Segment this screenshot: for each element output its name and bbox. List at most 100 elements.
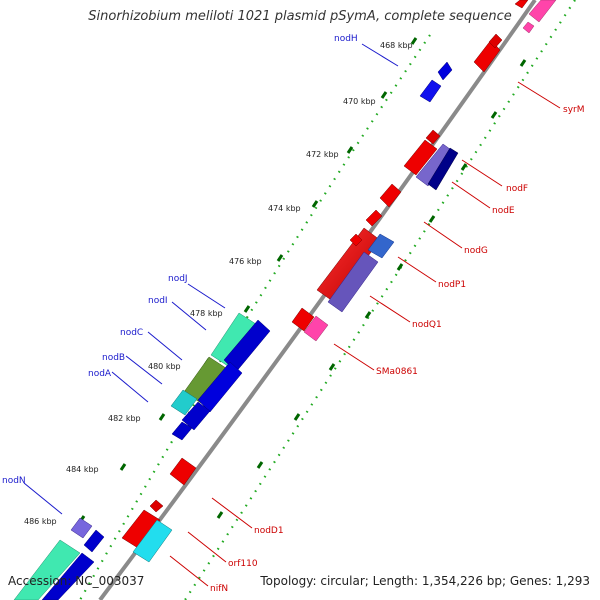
reverse-labels: syrM nodF nodE nodG nodP1 nodQ1 SMa0861 … (210, 105, 584, 594)
gene-label-nodJ: nodJ (168, 274, 188, 284)
gene-label-nodA: nodA (88, 369, 112, 379)
gene-label-nodI: nodI (148, 296, 168, 306)
leader-line (397, 256, 437, 283)
major-tick (460, 163, 468, 171)
leader-line (369, 295, 411, 323)
gene-label-nodE: nodE (492, 206, 515, 216)
gene-SMa0861-2[interactable] (303, 315, 329, 342)
leader-line (211, 497, 253, 529)
gene-nodF[interactable] (403, 139, 438, 176)
gene-nodH[interactable] (437, 61, 453, 81)
leader-line (171, 301, 207, 331)
gene-label-nodQ1: nodQ1 (412, 320, 442, 330)
gene-nodA-2[interactable] (171, 421, 193, 441)
kbp-scale: 468 kbp 470 kbp 472 kbp 474 kbp 476 kbp … (24, 41, 413, 526)
gene-nodQ1-3[interactable] (349, 233, 363, 247)
gene-nodN-3[interactable] (13, 539, 81, 600)
kbp-tick-label: 482 kbp (108, 414, 141, 423)
forward-track-line (79, 34, 431, 600)
major-tick (346, 146, 354, 154)
leader-line (111, 371, 149, 403)
major-tick (328, 363, 336, 371)
major-tick (243, 305, 251, 313)
forward-genes (13, 61, 453, 600)
major-tick (158, 413, 166, 421)
leader-line (517, 81, 561, 109)
major-tick (364, 311, 372, 319)
gene-label-nodB: nodB (102, 353, 125, 363)
kbp-tick-label: 468 kbp (380, 41, 413, 50)
gene-label-nodF: nodF (506, 184, 528, 194)
gene-syrM-5[interactable] (522, 21, 535, 34)
gene-syrM[interactable] (473, 39, 501, 73)
gene-syrM-4[interactable] (514, 0, 529, 9)
forward-label-group (23, 43, 399, 515)
leader-line (187, 531, 227, 563)
gene-nodN-2[interactable] (83, 529, 105, 553)
major-tick (490, 111, 498, 119)
reverse-track-line (184, 0, 576, 600)
leader-line (23, 482, 63, 515)
leader-line (361, 43, 399, 67)
topology-summary: Topology: circular; Length: 1,354,226 bp… (260, 574, 590, 588)
gene-nodN[interactable] (70, 517, 93, 539)
kbp-tick-label: 476 kbp (229, 257, 262, 266)
leader-line (187, 283, 226, 309)
kbp-tick-label: 484 kbp (66, 465, 99, 474)
gene-label-orf110: orf110 (228, 559, 258, 569)
major-tick (119, 463, 127, 471)
forward-labels: nodH nodJ nodI nodC nodB nodA nodN (2, 34, 358, 486)
gene-nodQ1[interactable] (327, 251, 379, 313)
kbp-tick-label: 480 kbp (148, 362, 181, 371)
leader-line (333, 343, 375, 371)
gene-label-SMa0861: SMa0861 (376, 367, 418, 377)
gene-orf110[interactable] (121, 509, 161, 549)
gene-nodE-2[interactable] (427, 147, 459, 191)
major-tick (216, 511, 224, 519)
gene-nodD1[interactable] (169, 457, 197, 486)
major-tick (519, 59, 527, 67)
gene-label-nodG: nodG (464, 246, 488, 256)
major-tick (428, 215, 436, 223)
gene-label-nodP1: nodP1 (438, 280, 466, 290)
gene-nodP1-2[interactable] (365, 209, 383, 227)
map-title: Sinorhizobium meliloti 1021 plasmid pSym… (88, 9, 512, 24)
gene-nifN[interactable] (132, 519, 173, 563)
gene-label-nifN: nifN (210, 584, 228, 594)
leader-line (147, 331, 183, 361)
gene-label-nodH: nodH (334, 34, 358, 44)
gene-orf110-2[interactable] (149, 499, 164, 513)
major-tick (396, 263, 404, 271)
sequence-backbone (98, 0, 537, 600)
major-tick (293, 413, 301, 421)
kbp-tick-label: 486 kbp (24, 517, 57, 526)
kbp-tick-label: 472 kbp (306, 150, 339, 159)
gene-label-nodD1: nodD1 (254, 526, 284, 536)
reverse-label-group (169, 81, 561, 587)
leader-line (461, 159, 503, 187)
major-tick (276, 254, 284, 262)
kbp-tick-label: 470 kbp (343, 97, 376, 106)
gene-nodQ1-2[interactable] (367, 233, 395, 259)
accession-text: Accession: NC_003037 (8, 574, 145, 588)
gene-syrM-3[interactable] (528, 0, 557, 23)
kbp-tick-label: 478 kbp (190, 309, 223, 318)
gene-label-nodN: nodN (2, 476, 26, 486)
gene-nodB[interactable] (170, 389, 198, 416)
major-tick (256, 461, 264, 469)
major-tick (311, 200, 319, 208)
gene-SMa0861[interactable] (291, 307, 315, 332)
gene-nodG[interactable] (379, 183, 402, 208)
gene-nodH-2[interactable] (419, 79, 442, 103)
leader-line (423, 221, 463, 249)
gene-nodN-4[interactable] (41, 552, 95, 600)
major-tick (380, 91, 388, 99)
leader-line (169, 555, 209, 587)
gene-syrM-2[interactable] (488, 33, 503, 49)
gene-label-nodC: nodC (120, 328, 143, 338)
leader-line (451, 181, 491, 209)
major-tick (410, 37, 418, 45)
gene-nodF-2[interactable] (425, 129, 441, 145)
gene-label-syrM: syrM (563, 105, 584, 115)
